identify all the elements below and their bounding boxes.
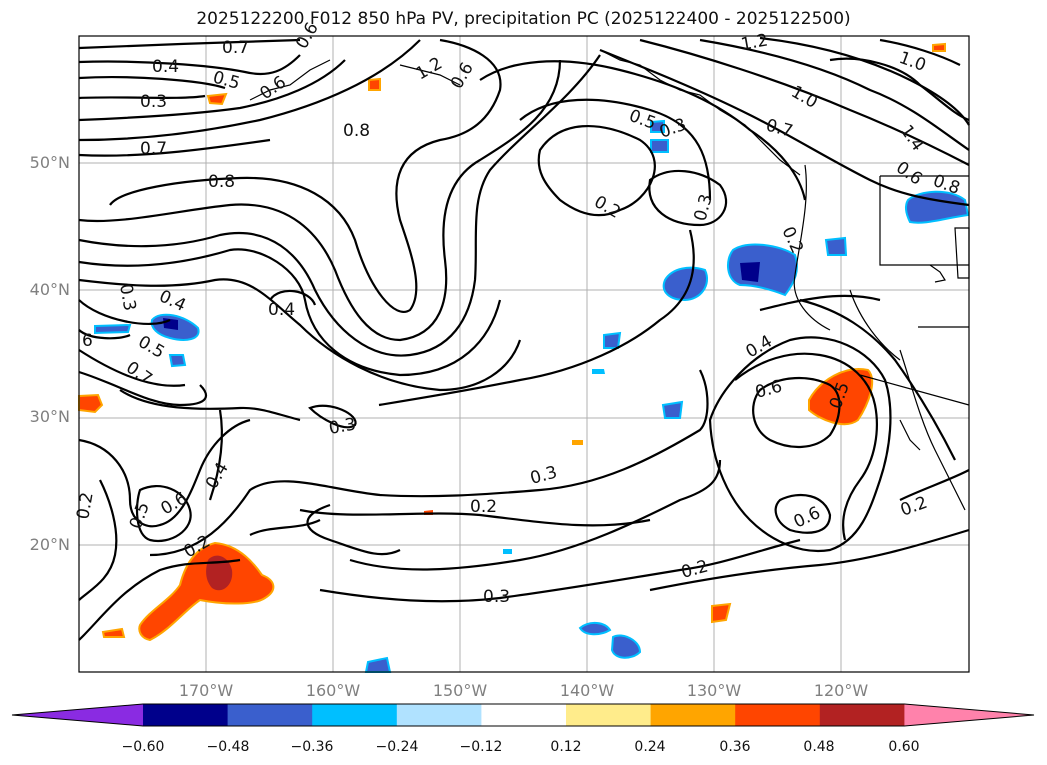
coastlines bbox=[249, 49, 970, 511]
colorbar-tick: −0.48 bbox=[206, 739, 250, 755]
colorbar-segment bbox=[143, 704, 229, 726]
contour-label: 0.3 bbox=[115, 282, 139, 312]
colorbar-segment bbox=[650, 704, 736, 726]
colorbar-tick: −0.12 bbox=[459, 739, 503, 755]
colorbar-tick: 0.36 bbox=[719, 739, 751, 755]
contour-label: 0.7 bbox=[222, 38, 249, 58]
colorbar-tick: 0.24 bbox=[634, 739, 666, 755]
colorbar-tick: 0.60 bbox=[888, 739, 920, 755]
map-border bbox=[78, 35, 970, 673]
contour-label: 0.2 bbox=[73, 491, 97, 521]
contour-label: 0.7 bbox=[140, 139, 167, 159]
precip-shading bbox=[78, 42, 970, 673]
contour-label: 0.3 bbox=[327, 415, 357, 439]
lon-label-150w: 150°W bbox=[432, 681, 488, 700]
lon-label-140w: 140°W bbox=[559, 681, 615, 700]
colorbar-tick: 0.12 bbox=[550, 739, 582, 755]
contour-label: 0.2 bbox=[470, 497, 497, 517]
colorbar-segment bbox=[227, 704, 313, 726]
colorbar-outline bbox=[11, 703, 1035, 727]
colorbar-tick: −0.36 bbox=[290, 739, 334, 755]
contour-label: 1.2 bbox=[739, 31, 769, 55]
contour-label: 0.3 bbox=[483, 587, 510, 607]
contour-label: 0.3 bbox=[140, 92, 167, 112]
colorbar-segment bbox=[312, 704, 398, 726]
contour-label: 0.4 bbox=[268, 300, 295, 320]
contour-label: 0.8 bbox=[343, 121, 370, 141]
map-title: 2025122200 F012 850 hPa PV, precipitatio… bbox=[196, 9, 851, 29]
colorbar-tick: −0.24 bbox=[375, 739, 419, 755]
lat-label-50n: 50°N bbox=[29, 153, 70, 172]
colorbar-tick: −0.60 bbox=[121, 739, 165, 755]
colorbar-segment bbox=[396, 704, 482, 726]
colorbar-segment bbox=[481, 704, 567, 726]
lat-label-40n: 40°N bbox=[29, 280, 70, 299]
contour-label: 6 bbox=[82, 331, 93, 351]
colorbar-segment bbox=[735, 704, 821, 726]
lon-label-130w: 130°W bbox=[686, 681, 742, 700]
contour-label: 0.8 bbox=[208, 172, 235, 192]
colorbar bbox=[11, 703, 1035, 727]
colorbar-extend-min bbox=[12, 704, 143, 726]
lon-label-160w: 160°W bbox=[305, 681, 361, 700]
lon-label-170w: 170°W bbox=[178, 681, 234, 700]
colorbar-segment bbox=[819, 704, 905, 726]
colorbar-tick: 0.48 bbox=[803, 739, 835, 755]
lon-label-120w: 120°W bbox=[813, 681, 869, 700]
colorbar-segment bbox=[566, 704, 652, 726]
lat-label-20n: 20°N bbox=[29, 535, 70, 554]
lat-label-30n: 30°N bbox=[29, 407, 70, 426]
colorbar-extend-max bbox=[904, 704, 1034, 726]
pv-contours bbox=[78, 36, 970, 641]
contour-label: 0.4 bbox=[152, 57, 179, 77]
